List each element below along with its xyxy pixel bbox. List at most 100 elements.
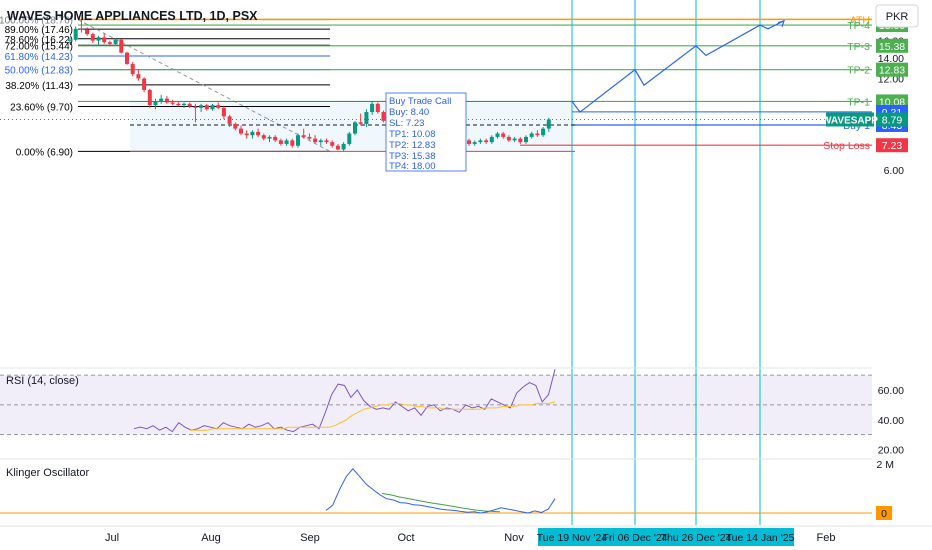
candle-body — [484, 140, 489, 143]
candle-body — [261, 135, 266, 139]
candle-body — [381, 112, 386, 121]
candle-body — [467, 140, 471, 144]
candle-body — [347, 133, 352, 144]
candle-body — [506, 136, 511, 141]
candle-body — [353, 122, 357, 134]
highlighted-date-label: Tue 19 Nov '24 — [537, 532, 608, 544]
candle-body — [227, 116, 232, 124]
level-name: TP-2 — [847, 65, 870, 77]
candle-body — [535, 133, 540, 136]
trade-note-line: Buy: 8.40 — [389, 107, 429, 118]
candle-body — [335, 145, 340, 150]
candle-body — [512, 138, 517, 141]
candle-body — [256, 131, 261, 136]
candle-body — [318, 140, 323, 143]
trade-note: Buy Trade Call Buy: 8.40 SL: 7.23 TP1: 1… — [385, 92, 467, 172]
candle-body — [107, 42, 112, 44]
trade-note-line: TP3: 15.38 — [389, 151, 435, 162]
candle-body — [489, 136, 494, 143]
candle-body — [164, 98, 169, 103]
candle-body — [199, 105, 204, 108]
fib-trend-line — [77, 19, 331, 152]
chart-title: WAVES HOME APPLIANCES LTD, 1D, PSX — [7, 9, 258, 23]
candle-body — [313, 138, 318, 143]
fib-level-label: 78.60% (16.22) — [5, 35, 73, 46]
trade-note-line: TP1: 10.08 — [389, 129, 435, 140]
price-tag-bg — [876, 138, 908, 153]
candle-body — [239, 128, 243, 134]
price-tag: 7.23 — [882, 140, 903, 152]
candle-body — [250, 131, 255, 136]
trade-note-line: TP2: 12.83 — [389, 140, 435, 151]
price-tag-bg — [876, 38, 908, 53]
candle-body — [330, 142, 335, 146]
fib-level-label: 0.00% (6.90) — [16, 147, 73, 158]
candle-body — [102, 37, 107, 43]
candle-body — [68, 39, 72, 41]
rsi-ma-line — [190, 401, 556, 431]
fib-level-label: 50.00% (12.83) — [5, 66, 73, 77]
candle-body — [341, 143, 346, 150]
price-tag-bg — [876, 62, 908, 77]
candle-body — [130, 63, 135, 75]
fib-level-label: 61.80% (14.23) — [5, 52, 73, 63]
candle-body — [182, 103, 186, 106]
fib-level-label: 100.00% (18.76) — [0, 16, 73, 27]
candle-body — [142, 78, 147, 90]
candle-body — [546, 119, 551, 129]
candle-body — [518, 138, 523, 143]
candle-body — [170, 102, 175, 104]
level-name: ATH — [850, 14, 870, 26]
price-tag: 8.79 — [882, 114, 903, 126]
highlighted-date-label: Thu 26 Dec '24 — [661, 532, 732, 544]
candle-body — [307, 136, 312, 139]
trade-note-line: SL: 7.23 — [389, 118, 424, 129]
candle-body — [290, 140, 295, 146]
projection-path — [571, 20, 785, 113]
candle-body — [73, 28, 78, 40]
time-axis-label: Jul — [105, 532, 119, 544]
candle-body — [273, 136, 278, 141]
candle-body — [267, 136, 272, 139]
candle-body — [193, 106, 198, 108]
candle-body — [204, 105, 209, 110]
level-name: TP-1 — [847, 96, 870, 108]
candle-body — [233, 123, 238, 129]
candle-body — [210, 105, 215, 110]
candle-body — [216, 105, 221, 108]
time-axis-label: Aug — [201, 532, 221, 544]
candle-body — [187, 103, 192, 107]
level-name: TP-3 — [847, 41, 870, 53]
candle-body — [244, 133, 249, 136]
rsi-title: RSI (14, close) — [6, 375, 79, 387]
time-axis-label: Nov — [504, 532, 524, 544]
candle-body — [541, 128, 546, 136]
rsi-axis-tick: 20.00 — [878, 445, 904, 457]
candle-body — [478, 140, 483, 143]
candle-body — [296, 135, 300, 146]
fib-level-label: 23.60% (9.70) — [10, 103, 73, 114]
projection-arrowhead — [777, 19, 785, 27]
time-axis-label: Sep — [300, 532, 320, 544]
klinger-axis-tick: 2 M — [876, 459, 894, 471]
candle-body — [472, 142, 477, 144]
rsi-axis-tick: 40.00 — [878, 415, 904, 427]
candle-body — [119, 39, 124, 53]
candle-body — [113, 39, 118, 44]
price-axis-tick: 6.00 — [884, 165, 905, 177]
candle-body — [96, 37, 101, 41]
candle-body — [301, 135, 306, 137]
level-name: TP-4 — [847, 20, 870, 32]
candle-body — [284, 140, 289, 144]
candle-body — [153, 101, 158, 106]
candle-body — [136, 74, 141, 79]
candle-body — [364, 112, 369, 124]
candle-body — [524, 136, 528, 143]
candle-body — [529, 133, 534, 137]
klinger-zero-tag-bg — [876, 506, 892, 520]
candle-body — [324, 140, 329, 143]
candle-body — [79, 28, 84, 30]
klinger-zero-tag: 0 — [881, 508, 887, 520]
currency-selector[interactable]: PKR — [875, 4, 919, 28]
